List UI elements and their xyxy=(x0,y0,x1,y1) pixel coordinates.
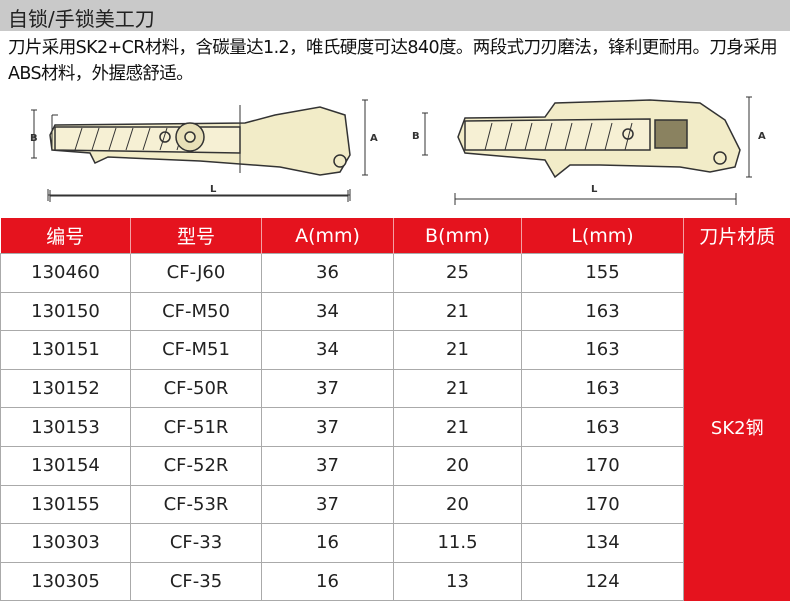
label-l-right: L xyxy=(591,184,598,195)
cell-l: 163 xyxy=(521,330,684,370)
product-description: 刀片采用SK2+CR材料，含碳量达1.2，唯氏硬度可达840度。两段式刀刃磨法，… xyxy=(8,38,778,84)
cell-b: 21 xyxy=(393,407,522,447)
cell-model: CF-52R xyxy=(130,445,262,486)
cell-code: 130153 xyxy=(0,407,131,447)
table-row: 130150 CF-M50 34 21 163 xyxy=(0,291,790,332)
page-title: 自锁/手锁美工刀 xyxy=(8,7,155,31)
table-row: 130153 CF-51R 37 21 163 xyxy=(0,407,790,447)
header-material: 刀片材质 xyxy=(683,218,790,254)
cell-code: 130305 xyxy=(0,561,131,602)
cell-a: 34 xyxy=(261,330,394,370)
cell-code: 130460 xyxy=(0,253,131,293)
cell-b: 21 xyxy=(393,368,522,409)
label-b-right: B xyxy=(412,131,420,142)
cell-b: 20 xyxy=(393,445,522,486)
cell-code: 130151 xyxy=(0,330,131,370)
spec-table: 编号 型号 A(mm) B(mm) L(mm) 刀片材质 130460 CF-J60 36 25… xyxy=(0,218,790,602)
cell-a: 16 xyxy=(261,523,394,563)
cell-code: 130150 xyxy=(0,291,131,332)
cell-model: CF-51R xyxy=(130,407,262,447)
label-a-right: A xyxy=(758,131,766,142)
table-row: 130305 CF-35 16 13 124 xyxy=(0,561,790,602)
cell-b: 21 xyxy=(393,291,522,332)
cell-model: CF-M51 xyxy=(130,330,262,370)
cell-l: 163 xyxy=(521,368,684,409)
knife-diagrams: B A L B A L xyxy=(30,96,766,205)
cell-material: SK2钢 xyxy=(683,253,790,601)
cell-model: CF-35 xyxy=(130,561,262,602)
header-l: L(mm) xyxy=(521,218,684,254)
cell-a: 37 xyxy=(261,368,394,409)
header-model: 型号 xyxy=(130,218,262,254)
title-bar: 自锁/手锁美工刀 xyxy=(0,0,790,31)
cell-a: 37 xyxy=(261,445,394,486)
cell-a: 36 xyxy=(261,253,394,293)
table-row: 130303 CF-33 16 11.5 134 xyxy=(0,523,790,563)
dimension-lines-right xyxy=(422,96,752,205)
cell-model: CF-50R xyxy=(130,368,262,409)
header-b: B(mm) xyxy=(393,218,522,254)
table-row: 130155 CF-53R 37 20 170 xyxy=(0,484,790,525)
header-a: A(mm) xyxy=(261,218,394,254)
cell-a: 37 xyxy=(261,407,394,447)
cell-l: 155 xyxy=(521,253,684,293)
cell-b: 20 xyxy=(393,484,522,525)
cell-l: 163 xyxy=(521,291,684,332)
label-l-left: L xyxy=(210,184,217,195)
label-a-left: A xyxy=(370,133,378,144)
cell-l: 163 xyxy=(521,407,684,447)
knife-drawing-right xyxy=(457,99,741,179)
cell-a: 34 xyxy=(261,291,394,332)
cell-model: CF-33 xyxy=(130,523,262,563)
knife-drawing-left xyxy=(47,105,351,201)
table-row: 130152 CF-50R 37 21 163 xyxy=(0,368,790,409)
cell-b: 21 xyxy=(393,330,522,370)
dimension-lines-left xyxy=(31,99,368,202)
cell-model: CF-53R xyxy=(130,484,262,525)
cell-model: CF-J60 xyxy=(130,253,262,293)
cell-b: 25 xyxy=(393,253,522,293)
cell-l: 170 xyxy=(521,484,684,525)
cell-a: 16 xyxy=(261,561,394,602)
table-row: 130154 CF-52R 37 20 170 xyxy=(0,445,790,486)
table-row: 130151 CF-M51 34 21 163 xyxy=(0,330,790,370)
cell-l: 134 xyxy=(521,523,684,563)
table-header-row: 编号 型号 A(mm) B(mm) L(mm) 刀片材质 xyxy=(0,218,790,254)
table-row: 130460 CF-J60 36 25 155 SK2钢 xyxy=(0,253,790,601)
cell-code: 130154 xyxy=(0,445,131,486)
cell-b: 13 xyxy=(393,561,522,602)
cell-code: 130155 xyxy=(0,484,131,525)
cell-code: 130152 xyxy=(0,368,131,409)
cell-l: 170 xyxy=(521,445,684,486)
cell-code: 130303 xyxy=(0,523,131,563)
cell-l: 124 xyxy=(521,561,684,602)
cell-model: CF-M50 xyxy=(130,291,262,332)
cell-a: 37 xyxy=(261,484,394,525)
header-code: 编号 xyxy=(0,218,131,254)
cell-b: 11.5 xyxy=(393,523,522,563)
